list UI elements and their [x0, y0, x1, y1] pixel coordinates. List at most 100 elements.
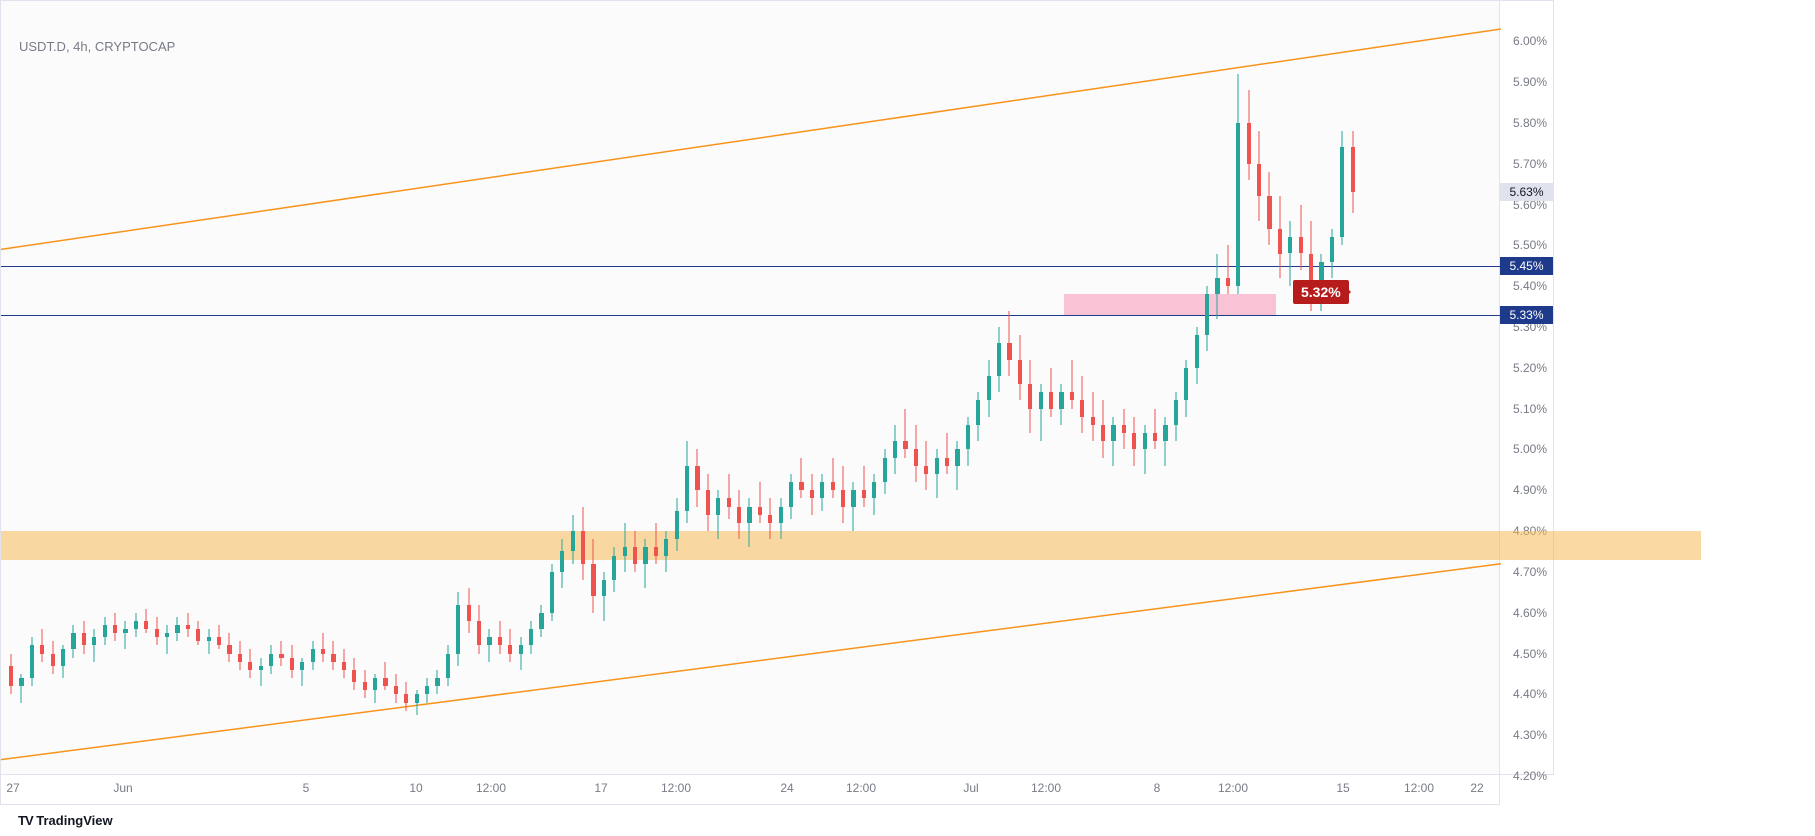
candle — [924, 1, 928, 776]
candle — [342, 1, 346, 776]
candle — [1319, 1, 1323, 776]
y-tick: 4.90% — [1513, 483, 1547, 497]
candle — [1163, 1, 1167, 776]
candle — [820, 1, 824, 776]
candle — [155, 1, 159, 776]
candle — [841, 1, 845, 776]
candle — [591, 1, 595, 776]
y-tick: 4.20% — [1513, 769, 1547, 783]
candle — [1184, 1, 1188, 776]
candle — [311, 1, 315, 776]
candle — [1351, 1, 1355, 776]
candle — [695, 1, 699, 776]
candle — [914, 1, 918, 776]
y-tick: 5.70% — [1513, 157, 1547, 171]
candle — [1288, 1, 1292, 776]
x-tick: 5 — [303, 781, 310, 795]
candle — [1049, 1, 1053, 776]
x-tick: 12:00 — [476, 781, 506, 795]
candle — [768, 1, 772, 776]
candle — [1267, 1, 1271, 776]
candle — [1018, 1, 1022, 776]
candle — [1195, 1, 1199, 776]
candle — [134, 1, 138, 776]
candle — [1299, 1, 1303, 776]
candle — [71, 1, 75, 776]
candle — [987, 1, 991, 776]
candle — [654, 1, 658, 776]
candle — [1278, 1, 1282, 776]
y-tick: 4.40% — [1513, 687, 1547, 701]
candle — [612, 1, 616, 776]
candle — [103, 1, 107, 776]
y-axis[interactable]: 4.20%4.30%4.40%4.50%4.60%4.70%4.80%4.90%… — [1500, 0, 1554, 775]
candle — [623, 1, 627, 776]
candle — [217, 1, 221, 776]
x-tick: 15 — [1336, 781, 1349, 795]
candle — [446, 1, 450, 776]
y-tick: 4.70% — [1513, 565, 1547, 579]
x-tick: Jul — [963, 781, 978, 795]
candle — [321, 1, 325, 776]
y-tick: 4.30% — [1513, 728, 1547, 742]
candle — [976, 1, 980, 776]
candle — [716, 1, 720, 776]
candle — [1101, 1, 1105, 776]
candle — [279, 1, 283, 776]
candle — [394, 1, 398, 776]
current-price-marker: 5.63% — [1500, 183, 1553, 201]
chart-plot-area[interactable]: 5.32% USDT.D, 4h, CRYPTOCAP — [0, 0, 1500, 775]
candle — [1309, 1, 1313, 776]
x-tick: 27 — [6, 781, 19, 795]
candle — [498, 1, 502, 776]
candle — [893, 1, 897, 776]
candle — [810, 1, 814, 776]
candle — [487, 1, 491, 776]
candle — [248, 1, 252, 776]
candle — [747, 1, 751, 776]
symbol-label: USDT.D, 4h, CRYPTOCAP — [19, 39, 175, 54]
candle — [1236, 1, 1240, 776]
candle — [727, 1, 731, 776]
x-tick: 12:00 — [661, 781, 691, 795]
candle — [82, 1, 86, 776]
price-callout-text: 5.32% — [1301, 284, 1341, 300]
candle — [883, 1, 887, 776]
candle — [144, 1, 148, 776]
y-tick: 5.20% — [1513, 361, 1547, 375]
candle — [664, 1, 668, 776]
y-tick: 4.60% — [1513, 606, 1547, 620]
candle — [1080, 1, 1084, 776]
candle — [113, 1, 117, 776]
candle — [872, 1, 876, 776]
candle — [508, 1, 512, 776]
x-tick: 10 — [409, 781, 422, 795]
candle — [207, 1, 211, 776]
candle — [789, 1, 793, 776]
candle — [227, 1, 231, 776]
candle — [529, 1, 533, 776]
candle — [259, 1, 263, 776]
candle — [175, 1, 179, 776]
candle — [602, 1, 606, 776]
candle — [51, 1, 55, 776]
candle — [1174, 1, 1178, 776]
candle — [539, 1, 543, 776]
candle — [477, 1, 481, 776]
candle — [1039, 1, 1043, 776]
x-tick: 17 — [594, 781, 607, 795]
x-axis[interactable]: 27Jun51012:001712:002412:00Jul12:00812:0… — [0, 775, 1500, 805]
candle — [851, 1, 855, 776]
candle — [519, 1, 523, 776]
x-tick: 8 — [1154, 781, 1161, 795]
candle — [1143, 1, 1147, 776]
candle — [685, 1, 689, 776]
candle — [966, 1, 970, 776]
candle — [300, 1, 304, 776]
candle — [1257, 1, 1261, 776]
candle — [186, 1, 190, 776]
candle — [862, 1, 866, 776]
candle — [92, 1, 96, 776]
x-tick: Jun — [113, 781, 132, 795]
candle — [571, 1, 575, 776]
